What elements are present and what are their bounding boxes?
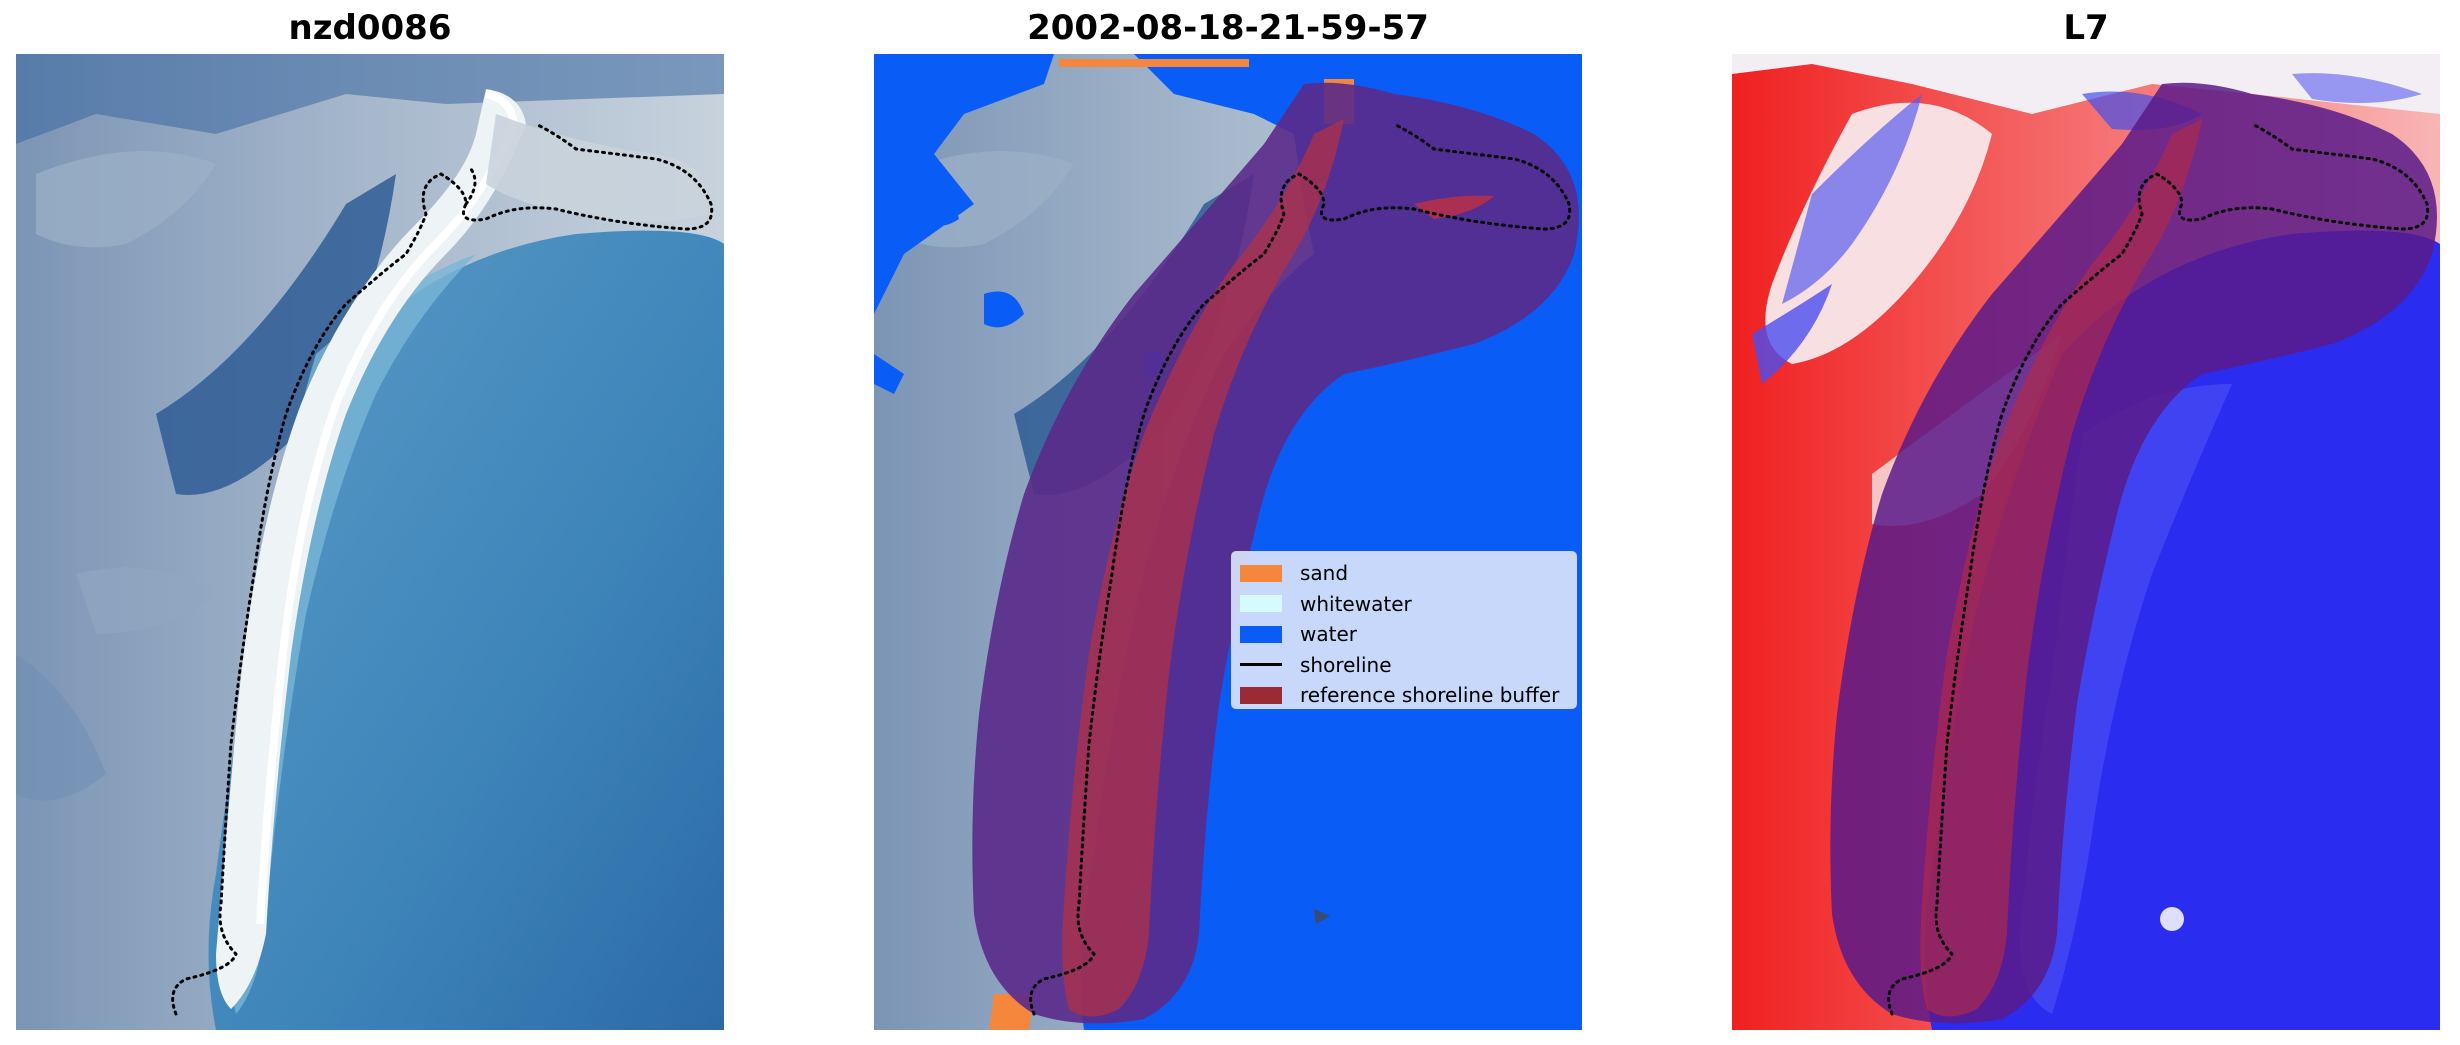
legend-label-shoreline: shoreline: [1300, 652, 1392, 677]
shoreline-line: [1887, 122, 2430, 1016]
legend-label-reference-buffer: reference shoreline buffer: [1300, 683, 1560, 708]
panel-title-index: L7: [2063, 8, 2109, 48]
classified-image: [874, 54, 1582, 1030]
shoreline-line: [1029, 122, 1572, 1016]
legend-swatch-water: [1240, 625, 1282, 643]
panel-title-classified: 2002-08-18-21-59-57: [1027, 8, 1429, 48]
legend: sand whitewater water shoreline referenc…: [1231, 551, 1577, 709]
legend-swatch-whitewater: [1240, 595, 1282, 613]
legend-item-shoreline: shoreline: [1240, 650, 1568, 681]
panel-title-rgb: nzd0086: [288, 8, 452, 48]
legend-swatch-sand: [1240, 564, 1282, 582]
legend-label-water: water: [1300, 622, 1357, 647]
legend-item-reference-buffer: reference shoreline buffer: [1240, 680, 1568, 711]
legend-swatch-shoreline: [1240, 663, 1282, 667]
legend-swatch-reference-buffer: [1240, 686, 1282, 704]
legend-label-whitewater: whitewater: [1300, 591, 1412, 616]
legend-item-water: water: [1240, 619, 1568, 650]
rgb-satellite-image: [16, 54, 724, 1030]
legend-label-sand: sand: [1300, 561, 1349, 586]
legend-item-sand: sand: [1240, 558, 1568, 589]
index-map: [1732, 54, 2440, 1030]
shoreline-line: [171, 122, 714, 1016]
legend-item-whitewater: whitewater: [1240, 589, 1568, 620]
